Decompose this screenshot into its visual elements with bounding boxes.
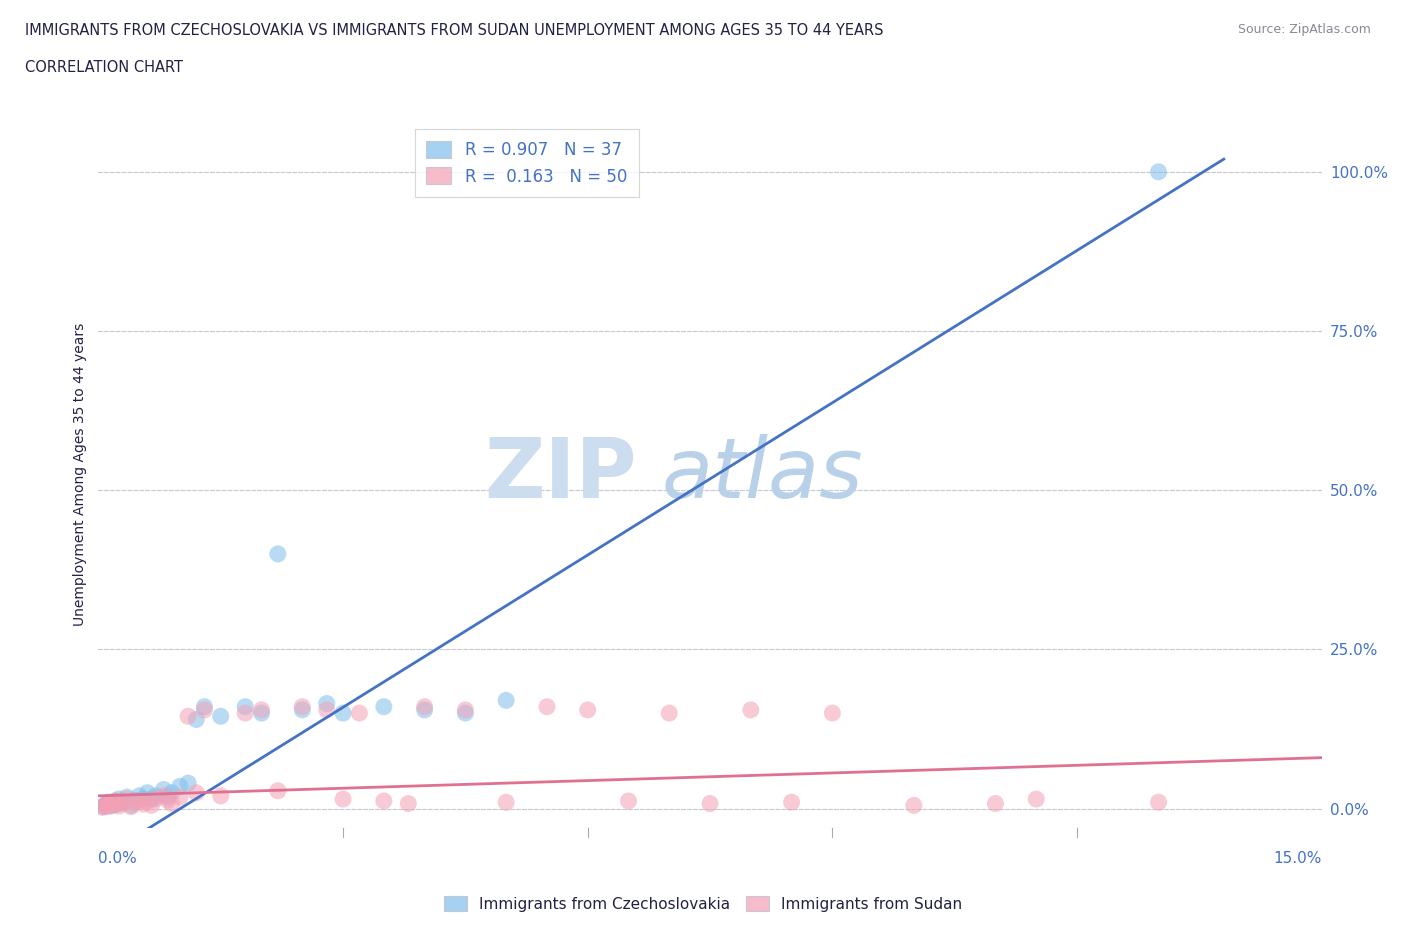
Point xyxy=(124,795,146,810)
Point xyxy=(101,795,124,810)
Point xyxy=(94,798,117,813)
Point xyxy=(576,702,599,717)
Text: 15.0%: 15.0% xyxy=(1274,851,1322,866)
Point xyxy=(115,790,138,804)
Point xyxy=(186,712,208,727)
Point xyxy=(332,706,354,721)
Point xyxy=(821,706,844,721)
Legend: Immigrants from Czechoslovakia, Immigrants from Sudan: Immigrants from Czechoslovakia, Immigran… xyxy=(439,889,967,918)
Point xyxy=(315,696,337,711)
Point xyxy=(104,793,127,808)
Point xyxy=(315,702,337,717)
Text: ZIP: ZIP xyxy=(484,433,637,515)
Point xyxy=(233,699,256,714)
Point xyxy=(169,778,191,793)
Text: CORRELATION CHART: CORRELATION CHART xyxy=(25,60,183,75)
Point xyxy=(111,796,134,811)
Point xyxy=(699,796,721,811)
Point xyxy=(156,790,179,804)
Point xyxy=(413,702,436,717)
Text: IMMIGRANTS FROM CZECHOSLOVAKIA VS IMMIGRANTS FROM SUDAN UNEMPLOYMENT AMONG AGES : IMMIGRANTS FROM CZECHOSLOVAKIA VS IMMIGR… xyxy=(25,23,884,38)
Point xyxy=(111,795,134,810)
Point xyxy=(495,693,517,708)
Point xyxy=(1147,165,1170,179)
Point xyxy=(454,702,477,717)
Point xyxy=(903,798,925,813)
Point xyxy=(91,800,114,815)
Point xyxy=(984,796,1007,811)
Point xyxy=(141,791,163,806)
Point xyxy=(536,699,558,714)
Point xyxy=(193,699,215,714)
Y-axis label: Unemployment Among Ages 35 to 44 years: Unemployment Among Ages 35 to 44 years xyxy=(73,323,87,626)
Point xyxy=(291,702,314,717)
Point xyxy=(617,793,640,808)
Point xyxy=(658,706,681,721)
Point xyxy=(96,799,118,814)
Point xyxy=(136,785,159,800)
Point xyxy=(108,799,131,814)
Point xyxy=(128,789,150,804)
Point xyxy=(101,797,124,812)
Point xyxy=(454,706,477,721)
Point xyxy=(132,791,155,806)
Point xyxy=(120,799,142,814)
Point xyxy=(233,706,256,721)
Text: 0.0%: 0.0% xyxy=(98,851,138,866)
Point xyxy=(108,791,131,806)
Point xyxy=(105,797,128,812)
Point xyxy=(396,796,419,811)
Point xyxy=(209,789,232,804)
Point xyxy=(152,789,174,804)
Point xyxy=(332,791,354,806)
Point xyxy=(145,791,167,806)
Point xyxy=(177,776,200,790)
Point xyxy=(91,799,114,814)
Point xyxy=(267,783,290,798)
Text: atlas: atlas xyxy=(661,433,863,515)
Point xyxy=(124,793,146,808)
Point xyxy=(115,791,138,806)
Point xyxy=(291,699,314,714)
Point xyxy=(100,799,122,814)
Point xyxy=(349,706,371,721)
Point xyxy=(105,793,128,808)
Point xyxy=(250,706,273,721)
Point xyxy=(94,798,117,813)
Point xyxy=(156,793,179,808)
Point xyxy=(373,699,395,714)
Point xyxy=(152,782,174,797)
Point xyxy=(120,798,142,813)
Point xyxy=(186,785,208,800)
Point xyxy=(141,798,163,813)
Point xyxy=(128,793,150,808)
Point xyxy=(193,702,215,717)
Point xyxy=(373,793,395,808)
Point xyxy=(136,795,159,810)
Point xyxy=(177,709,200,724)
Point xyxy=(97,796,120,811)
Point xyxy=(160,796,183,811)
Point xyxy=(160,785,183,800)
Point xyxy=(132,797,155,812)
Point xyxy=(96,796,118,811)
Point xyxy=(413,699,436,714)
Point xyxy=(740,702,762,717)
Legend: R = 0.907   N = 37, R =  0.163   N = 50: R = 0.907 N = 37, R = 0.163 N = 50 xyxy=(415,129,638,197)
Point xyxy=(145,789,167,804)
Point xyxy=(250,702,273,717)
Point xyxy=(495,795,517,810)
Text: Source: ZipAtlas.com: Source: ZipAtlas.com xyxy=(1237,23,1371,36)
Point xyxy=(1025,791,1047,806)
Point xyxy=(209,709,232,724)
Point xyxy=(97,795,120,810)
Point xyxy=(267,547,290,562)
Point xyxy=(169,790,191,804)
Point xyxy=(780,795,803,810)
Point xyxy=(100,798,122,813)
Point xyxy=(104,797,127,812)
Point xyxy=(1147,795,1170,810)
